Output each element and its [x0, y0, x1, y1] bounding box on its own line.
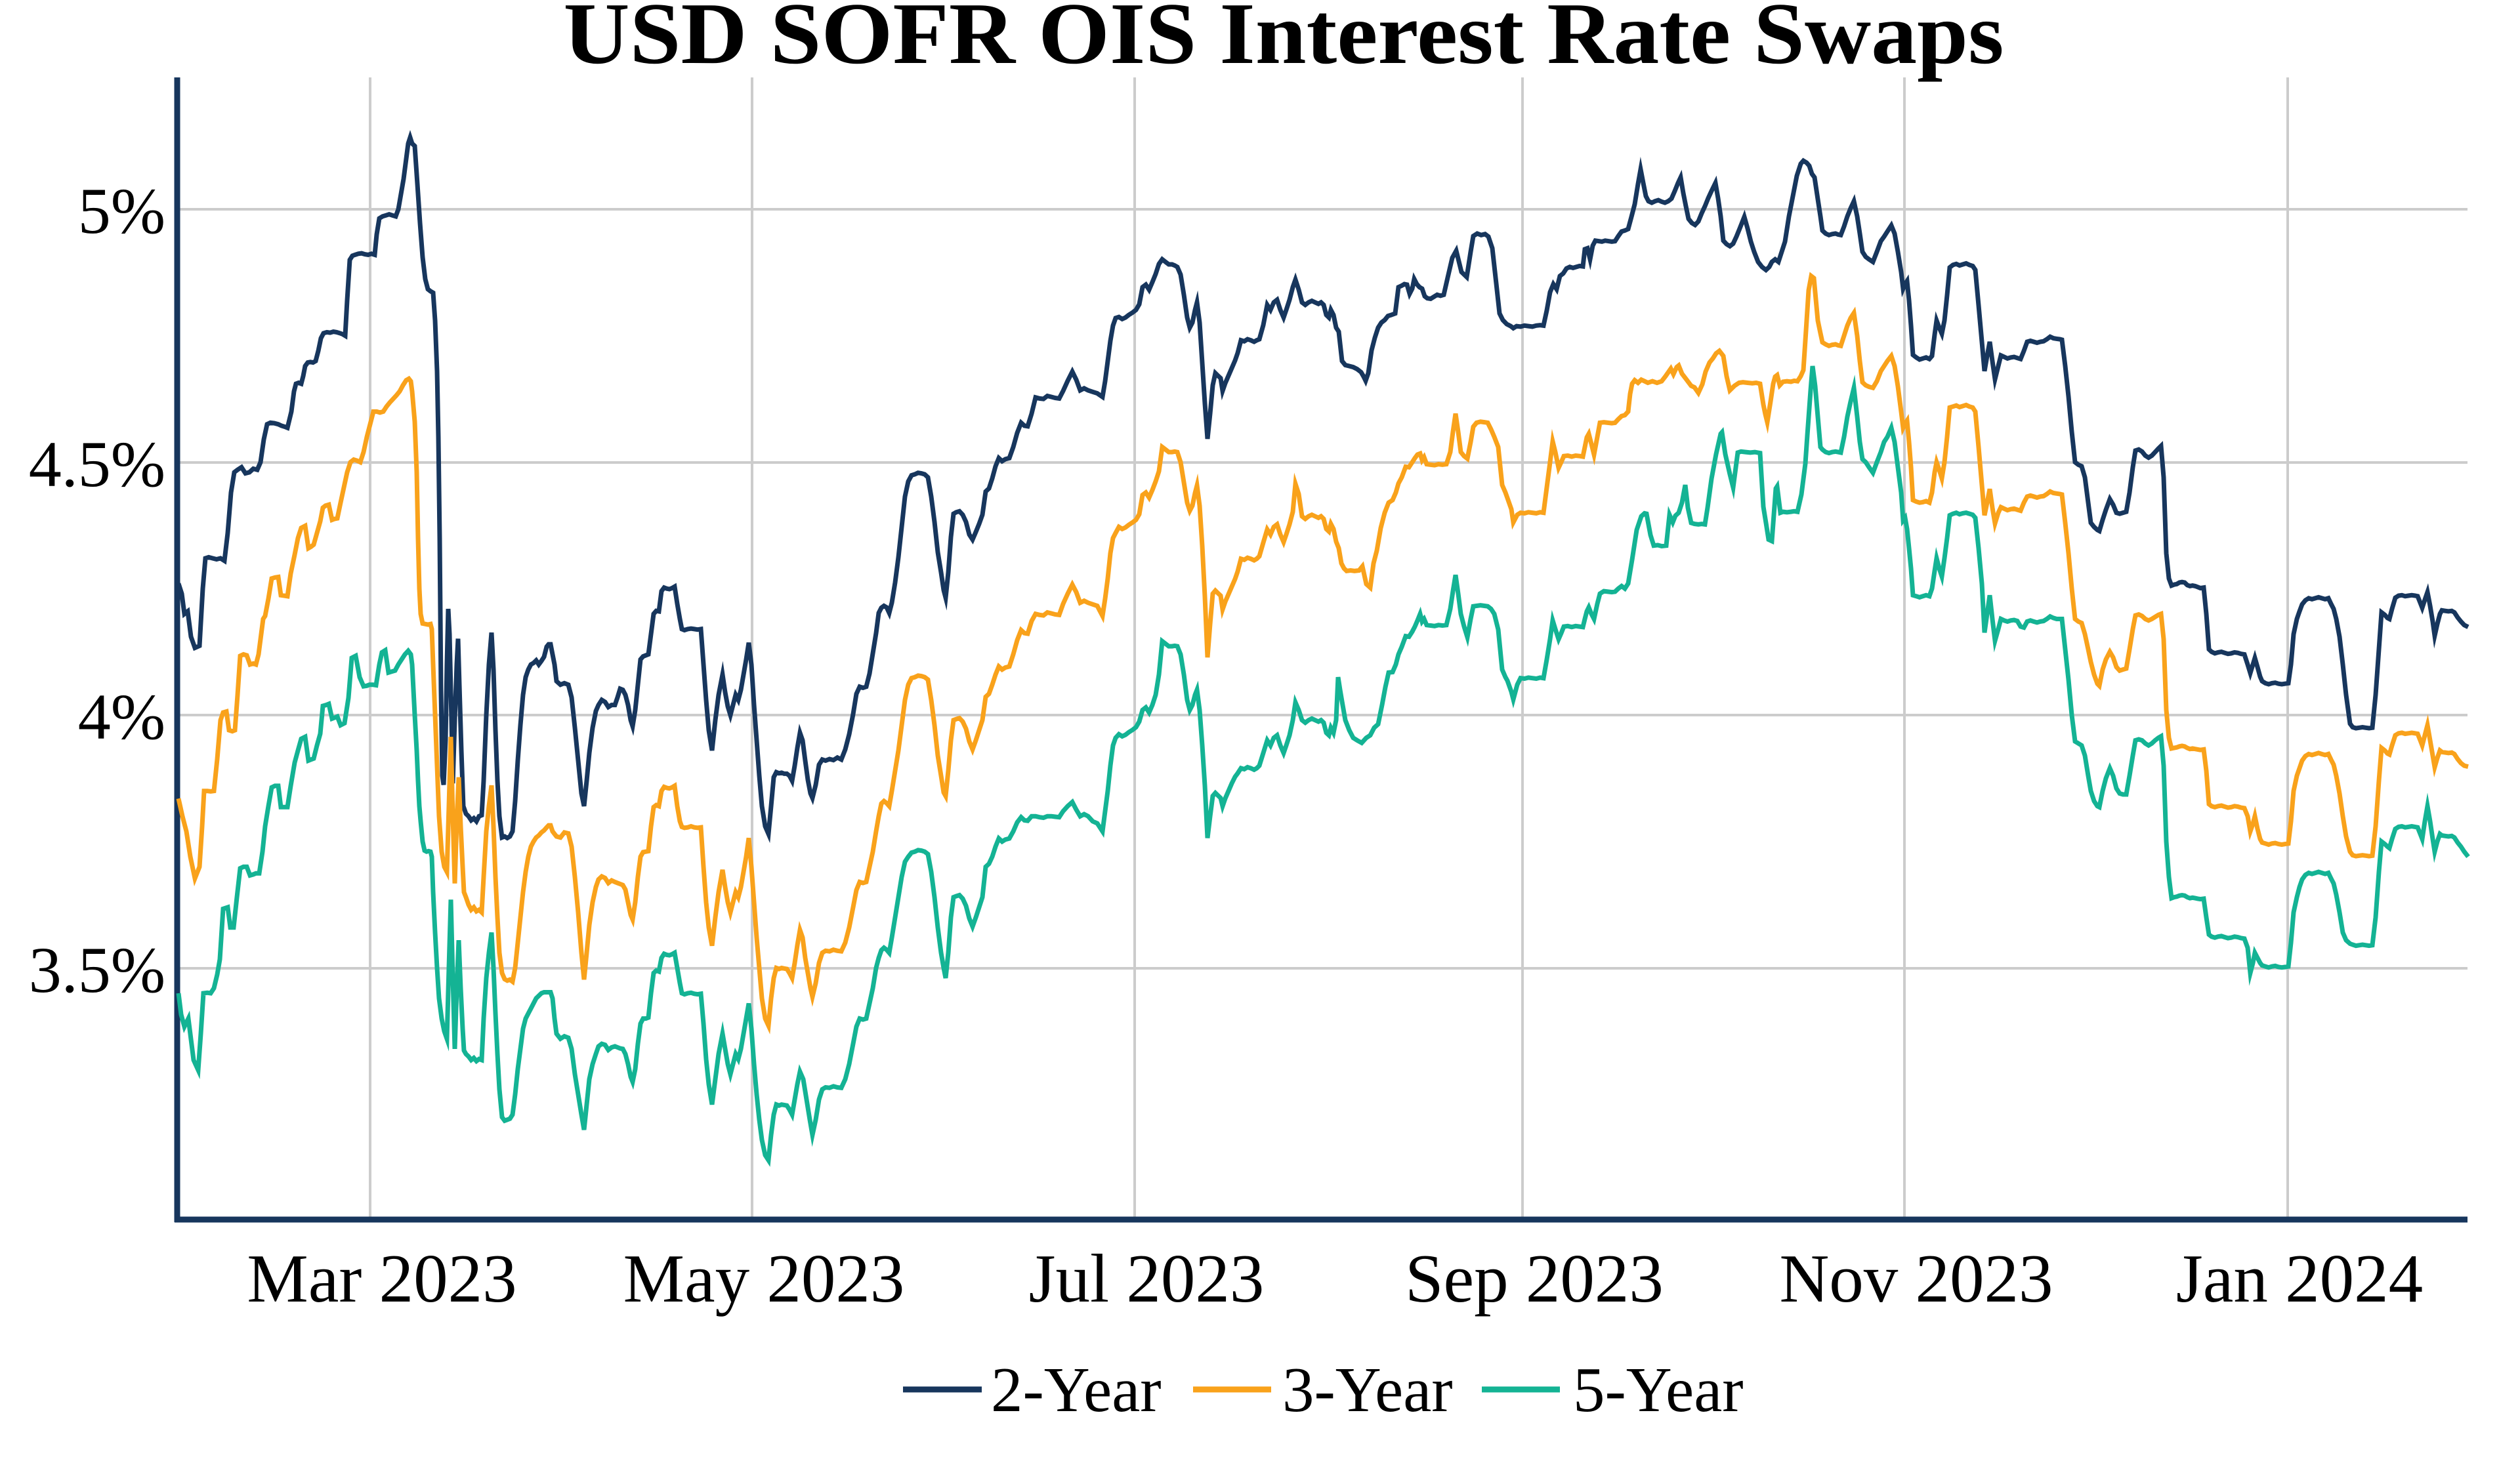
svg-text:5%: 5% [78, 175, 165, 247]
svg-text:Mar 2023: Mar 2023 [247, 1240, 516, 1317]
svg-text:3.5%: 3.5% [29, 934, 165, 1006]
svg-text:USD SOFR OIS Interest Rate Swa: USD SOFR OIS Interest Rate Swaps [564, 0, 2004, 82]
svg-text:5-Year: 5-Year [1573, 1355, 1744, 1425]
svg-text:Nov 2023: Nov 2023 [1779, 1240, 2053, 1317]
svg-text:2-Year: 2-Year [991, 1355, 1162, 1425]
svg-text:3-Year: 3-Year [1282, 1355, 1453, 1425]
svg-text:4.5%: 4.5% [29, 428, 165, 501]
svg-text:Jan 2024: Jan 2024 [2176, 1240, 2423, 1317]
svg-text:May 2023: May 2023 [623, 1240, 905, 1317]
svg-text:Sep 2023: Sep 2023 [1405, 1240, 1664, 1317]
svg-text:Jul 2023: Jul 2023 [1029, 1240, 1265, 1317]
svg-text:4%: 4% [78, 680, 165, 753]
